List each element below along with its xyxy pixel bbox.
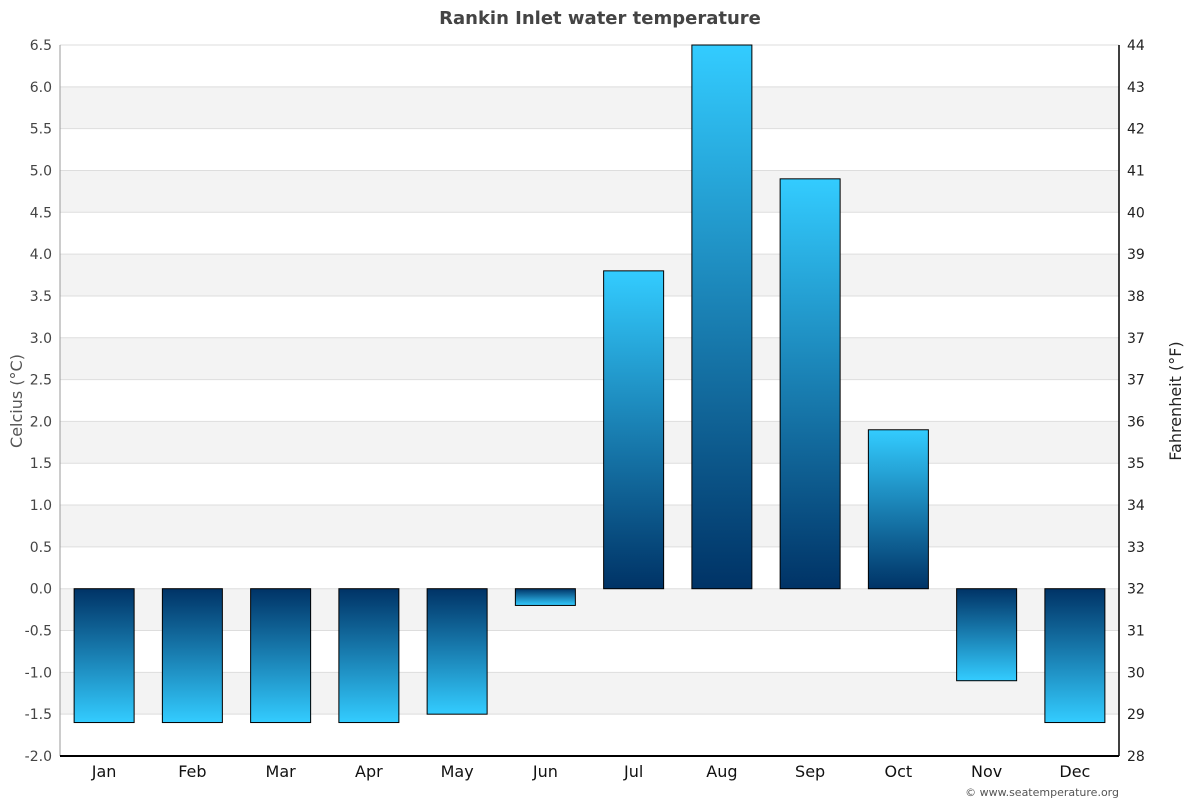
y2-tick-label: 36 [1127,414,1145,430]
grid-band [60,254,1119,296]
grid-band [60,170,1119,213]
y2-tick-label: 30 [1127,665,1145,681]
bar-dec [1044,588,1106,724]
bar-apr [338,588,400,724]
bar-may [426,588,488,715]
y2-tick-label: 34 [1127,498,1145,514]
y-tick-label: -2.0 [25,749,52,765]
grid-bands [60,44,1119,757]
y2-tick-label: 29 [1127,707,1145,723]
y-tick-label: 5.5 [30,122,52,138]
y-tick-label: -1.5 [25,707,52,723]
y-axis-label: Celcius (°C) [7,354,26,448]
y2-tick-label: 32 [1127,582,1145,598]
y-tick-label: -0.5 [25,624,52,640]
x-tick-label: Jan [91,762,117,781]
y2-tick-label: 28 [1127,749,1145,765]
y2-axis-label: Fahrenheit (°F) [1166,341,1185,460]
y2-tick-label: 38 [1127,289,1145,305]
y-tick-label: 1.0 [30,498,52,514]
bar-sep [779,178,841,590]
y-tick-label: 0.0 [30,582,52,598]
y-tick-label: 2.5 [30,373,52,389]
x-tick-label: Dec [1059,762,1090,781]
y2-tick-label: 40 [1127,205,1145,221]
y-tick-label: 5.0 [30,163,52,179]
bar-feb [161,588,223,724]
x-tick-label: May [441,762,474,781]
x-tick-label: Feb [178,762,206,781]
y2-tick-label: 41 [1127,163,1145,179]
y-tick-label: 2.0 [30,414,52,430]
axes: 6.5 44 6.0 43 5.5 42 5.0 41 4.5 40 4.0 39 3.5 38 3.0 37… [25,38,1145,781]
credit-text: © www.seatemperature.org [965,786,1119,799]
y2-tick-label: 31 [1127,624,1145,640]
x-tick-label: Nov [971,762,1002,781]
y-tick-label: -1.0 [25,665,52,681]
grid-band [60,86,1119,129]
x-tick-label: Jun [532,762,558,781]
x-tick-label: Mar [266,762,297,781]
x-tick-label: Aug [706,762,737,781]
y2-tick-label: 33 [1127,540,1145,556]
y2-tick-label: 37 [1127,373,1145,389]
x-tick-label: Apr [355,762,383,781]
y2-tick-label: 39 [1127,247,1145,263]
bar-jun [514,588,576,606]
y-tick-label: 4.0 [30,247,52,263]
bar-jul [603,270,665,590]
y-tick-label: 0.5 [30,540,52,556]
y-tick-label: 6.0 [30,80,52,96]
bar-mar [250,588,312,724]
bar-nov [956,588,1018,682]
chart-title: Rankin Inlet water temperature [439,8,761,29]
grid-band [60,337,1119,380]
y2-tick-label: 44 [1127,38,1145,54]
y-tick-label: 3.5 [30,289,52,305]
y-tick-label: 1.5 [30,456,52,472]
bar-aug [691,44,753,590]
y-tick-label: 3.0 [30,331,52,347]
y-tick-label: 6.5 [30,38,52,54]
y2-tick-label: 35 [1127,456,1145,472]
x-tick-label: Jul [623,762,643,781]
y2-tick-label: 37 [1127,331,1145,347]
y2-tick-label: 43 [1127,80,1145,96]
grid-band [60,588,1119,631]
x-tick-label: Oct [885,762,913,781]
grid-band [60,421,1119,464]
grid-band [60,505,1119,547]
y2-tick-label: 42 [1127,122,1145,138]
grid-band [60,672,1119,715]
bars [73,44,1106,724]
x-tick-label: Sep [795,762,825,781]
y-tick-label: 4.5 [30,205,52,221]
bar-oct [867,429,929,590]
bar-jan [73,588,135,724]
